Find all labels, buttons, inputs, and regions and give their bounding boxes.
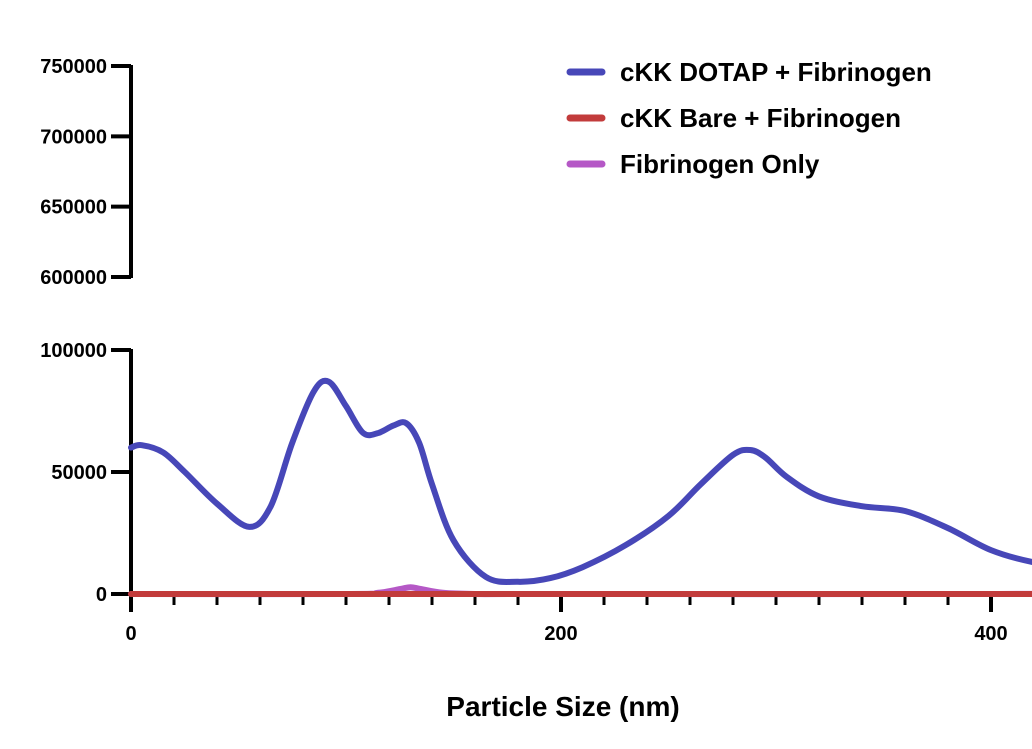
series-2 — [128, 590, 1032, 598]
y-tick-label: 750000 — [40, 56, 107, 78]
y-tick-label: 600000 — [40, 267, 107, 289]
y-tick-label: 700000 — [40, 126, 107, 148]
y-tick-label: 650000 — [40, 197, 107, 219]
legend-label: cKK DOTAP + Fibrinogen — [620, 57, 932, 87]
x-tick-label: 400 — [974, 623, 1007, 645]
y-tick-label: 50000 — [51, 462, 107, 484]
x-axis-title: Particle Size (nm) — [446, 691, 679, 722]
y-tick-label: 0 — [96, 584, 107, 606]
x-tick-label: 200 — [544, 623, 577, 645]
legend-label: cKK Bare + Fibrinogen — [620, 103, 901, 133]
series-line — [128, 377, 1032, 585]
series-1 — [128, 377, 1032, 585]
axes-layer: 0 50000 100000 600000 650000 700000 750000 0 200… — [40, 56, 1007, 645]
series-layer — [128, 377, 1032, 598]
x-tick-label: 0 — [125, 623, 136, 645]
legend: cKK DOTAP + Fibrinogen cKK Bare + Fibrino… — [566, 57, 932, 179]
legend-label: Fibrinogen Only — [620, 149, 820, 179]
series-line — [128, 590, 1032, 598]
y-tick-label: 100000 — [40, 340, 107, 362]
